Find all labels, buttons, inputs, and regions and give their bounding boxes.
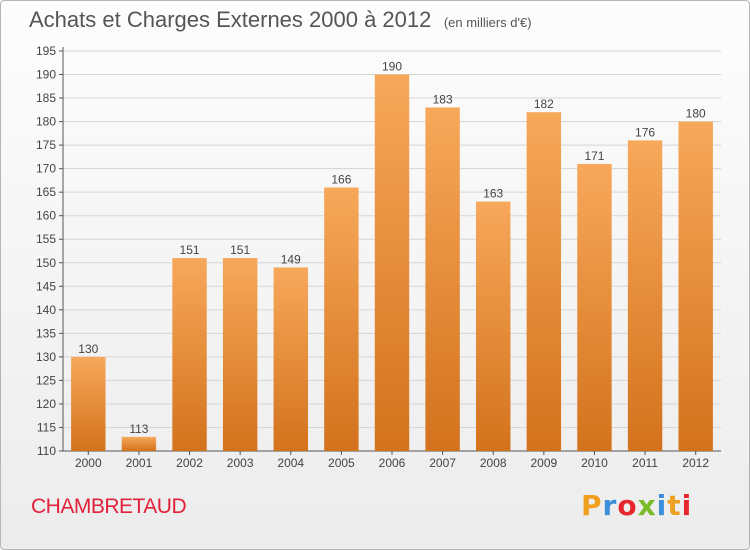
bar: [425, 107, 460, 452]
proxiti-logo[interactable]: Proxiti: [581, 489, 692, 522]
y-tick-label: 185: [36, 91, 56, 105]
y-tick-label: 180: [36, 115, 56, 129]
x-tick-label: 2010: [581, 456, 608, 470]
logo-letter: i: [656, 489, 668, 522]
logo-letter: P: [581, 489, 603, 522]
x-tick-label: 2001: [126, 456, 153, 470]
data-label: 176: [635, 125, 655, 139]
chart-title: Achats et Charges Externes 2000 à 2012 (…: [29, 7, 532, 33]
y-tick-label: 175: [36, 138, 56, 152]
axes: 110 115 120 125 130 135 140 145 150 155 160 165 170 1…: [36, 44, 721, 470]
x-tick-label: 2004: [277, 456, 304, 470]
chart-title-main: Achats et Charges Externes 2000 à 2012: [29, 7, 432, 32]
bars: [71, 74, 713, 452]
data-label: 182: [534, 97, 554, 111]
x-tick-label: 2012: [682, 456, 709, 470]
x-tick-label: 2002: [176, 456, 203, 470]
chart-title-unit: (en milliers d'€): [443, 15, 532, 30]
y-tick-label: 120: [36, 397, 56, 411]
y-tick-label: 135: [36, 326, 56, 340]
y-tick-label: 145: [36, 279, 56, 293]
y-tick-label: 140: [36, 303, 56, 317]
bar: [374, 74, 410, 451]
bar: [273, 267, 308, 451]
x-tick-label: 2000: [75, 456, 102, 470]
logo-letter: i: [681, 489, 693, 522]
logo-letter: t: [667, 489, 682, 522]
data-label: 130: [78, 342, 98, 356]
x-tick-label: 2009: [530, 456, 557, 470]
bar: [324, 187, 359, 451]
y-tick-label: 115: [37, 420, 56, 434]
x-tick-label: 2006: [379, 456, 406, 470]
data-labels: 130 113 151 151 149 166 190 183 163 182 171 176 180: [78, 60, 706, 436]
data-label: 151: [180, 243, 200, 257]
logo-letter: o: [617, 489, 638, 522]
x-tick-label: 2005: [328, 456, 355, 470]
data-label: 190: [382, 60, 402, 74]
y-tick-label: 125: [36, 373, 56, 387]
bar: [172, 258, 207, 451]
data-label: 171: [584, 149, 604, 163]
y-tick-label: 170: [36, 162, 56, 176]
y-tick-label: 130: [36, 350, 56, 364]
data-label: 163: [483, 187, 503, 201]
bar: [678, 121, 713, 452]
y-tick-label: 150: [36, 256, 56, 270]
data-label: 151: [230, 243, 250, 257]
x-tick-label: 2008: [480, 456, 507, 470]
bar: [121, 436, 157, 451]
logo-letter: r: [602, 489, 618, 522]
bar: [627, 140, 663, 452]
x-tick-label: 2011: [632, 456, 658, 470]
data-label: 183: [433, 92, 453, 106]
y-tick-label: 160: [36, 209, 56, 223]
bar: [222, 258, 258, 451]
y-tick-label: 165: [36, 185, 56, 199]
bar: [476, 201, 511, 451]
logo-letter: x: [637, 489, 657, 522]
bar: [577, 163, 612, 452]
y-tick-label: 190: [36, 68, 56, 82]
data-label: 180: [686, 107, 706, 121]
y-tick-label: 155: [36, 232, 56, 246]
data-label: 113: [129, 422, 148, 436]
y-tick-label: 110: [37, 444, 56, 458]
bar: [526, 112, 562, 452]
bar: [71, 356, 106, 451]
x-tick-label: 2007: [429, 456, 456, 470]
commune-name: CHAMBRETAUD: [31, 495, 187, 518]
data-label: 166: [331, 172, 351, 186]
y-tick-label: 195: [36, 44, 56, 58]
x-tick-label: 2003: [227, 456, 254, 470]
data-label: 149: [281, 252, 301, 266]
